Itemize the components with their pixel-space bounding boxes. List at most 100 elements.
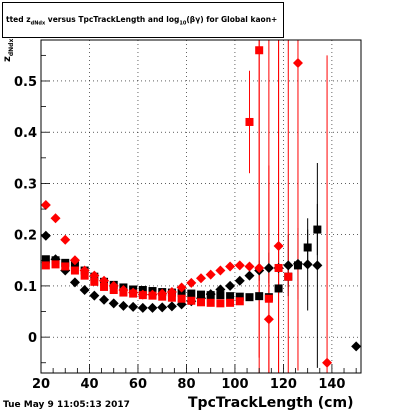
data-point-diamond bbox=[147, 289, 158, 300]
data-point-diamond bbox=[263, 314, 274, 325]
y-axis-label-subscript: dNdx bbox=[8, 38, 15, 57]
x-tick-label: 60 bbox=[129, 377, 147, 392]
data-point-square bbox=[245, 117, 254, 126]
data-point-diamond bbox=[283, 260, 294, 271]
data-point-square bbox=[274, 284, 283, 293]
data-point-diamond bbox=[128, 301, 139, 312]
data-point-square bbox=[255, 292, 264, 301]
data-point-diamond bbox=[69, 255, 80, 266]
data-point-diamond bbox=[40, 199, 51, 210]
data-point-square bbox=[245, 293, 254, 302]
title-part: (βγ) for Global kaon+ bbox=[186, 15, 278, 24]
data-point-diamond bbox=[99, 275, 110, 286]
data-point-square bbox=[187, 289, 196, 298]
timestamp-footer: Tue May 9 11:05:13 2017 bbox=[3, 400, 130, 410]
data-point-diamond bbox=[166, 287, 177, 298]
data-point-diamond bbox=[273, 240, 284, 251]
data-point-diamond bbox=[234, 275, 245, 286]
data-point-diamond bbox=[263, 262, 274, 273]
data-point-square bbox=[235, 292, 244, 301]
data-point-square bbox=[197, 298, 205, 307]
data-point-square bbox=[100, 282, 109, 291]
data-point-diamond bbox=[108, 298, 119, 309]
data-point-diamond bbox=[205, 269, 216, 280]
title-subscript: dNdx bbox=[30, 20, 46, 27]
data-point-square bbox=[80, 271, 89, 280]
data-point-diamond bbox=[60, 234, 71, 245]
plot-frame bbox=[40, 39, 362, 374]
data-point-diamond bbox=[254, 262, 265, 273]
data-point-square bbox=[284, 272, 293, 281]
data-point-diamond bbox=[128, 287, 139, 298]
data-point-diamond bbox=[118, 285, 129, 296]
y-tick-label: 0.1 bbox=[14, 280, 37, 295]
data-point-diamond bbox=[176, 282, 187, 293]
data-point-square bbox=[216, 291, 225, 300]
data-point-square bbox=[313, 225, 322, 234]
y-tick-label: 0.4 bbox=[14, 126, 37, 141]
y-tick-label: 0.2 bbox=[14, 229, 37, 244]
data-point-diamond bbox=[99, 294, 110, 305]
data-markers bbox=[40, 46, 362, 368]
data-point-square bbox=[61, 262, 70, 271]
data-point-square bbox=[216, 299, 225, 308]
data-point-diamond bbox=[205, 289, 216, 300]
data-point-diamond bbox=[215, 284, 226, 295]
data-point-square bbox=[167, 293, 176, 302]
error-bars bbox=[248, 40, 328, 373]
data-point-square bbox=[235, 297, 244, 306]
data-point-square bbox=[255, 46, 264, 55]
title-part: tted z bbox=[6, 15, 31, 24]
data-point-diamond bbox=[89, 270, 100, 281]
data-point-diamond bbox=[234, 260, 245, 271]
data-point-diamond bbox=[196, 273, 206, 284]
data-point-diamond bbox=[292, 258, 303, 269]
chart-title: tted zdNdx versus TpcTrackLength and log… bbox=[2, 2, 284, 38]
data-point-square bbox=[70, 261, 79, 270]
data-point-square bbox=[177, 294, 186, 303]
data-point-diamond bbox=[137, 302, 148, 313]
y-axis-label: zdNdx bbox=[2, 39, 15, 62]
x-axis-label: TpcTrackLength (cm) bbox=[188, 395, 354, 411]
data-point-square bbox=[41, 255, 50, 264]
data-point-diamond bbox=[137, 289, 148, 300]
y-tick-label: 0.5 bbox=[14, 75, 37, 90]
data-point-diamond bbox=[69, 277, 80, 288]
data-point-diamond bbox=[79, 265, 90, 276]
data-point-diamond bbox=[89, 290, 100, 301]
data-point-diamond bbox=[157, 302, 168, 313]
data-point-diamond bbox=[244, 261, 255, 272]
data-point-square bbox=[187, 296, 196, 305]
data-point-diamond bbox=[186, 277, 197, 288]
data-point-square bbox=[51, 260, 60, 269]
data-point-diamond bbox=[79, 285, 90, 296]
data-point-diamond bbox=[118, 300, 129, 311]
grid-lines bbox=[40, 40, 361, 373]
data-point-diamond bbox=[147, 302, 158, 313]
data-point-diamond bbox=[302, 259, 313, 270]
data-point-square bbox=[177, 289, 186, 298]
data-point-diamond bbox=[292, 58, 303, 69]
data-point-square bbox=[226, 292, 235, 301]
x-tick-label: 20 bbox=[32, 377, 50, 392]
y-axis-label-main: z bbox=[2, 56, 13, 62]
data-point-diamond bbox=[108, 280, 119, 291]
data-point-diamond bbox=[166, 301, 177, 312]
data-point-diamond bbox=[312, 260, 323, 271]
x-tick-label: 140 bbox=[318, 377, 345, 392]
data-point-diamond bbox=[40, 230, 51, 241]
data-point-square bbox=[90, 277, 99, 286]
data-point-diamond bbox=[215, 265, 226, 276]
data-point-square bbox=[226, 298, 235, 307]
x-tick-label: 120 bbox=[270, 377, 297, 392]
x-tick-label: 80 bbox=[177, 377, 195, 392]
data-point-square bbox=[41, 261, 50, 270]
x-tick-label: 40 bbox=[80, 377, 98, 392]
data-point-diamond bbox=[244, 270, 255, 281]
data-point-square bbox=[206, 298, 215, 307]
y-tick-label: 0 bbox=[28, 331, 37, 346]
data-point-diamond bbox=[322, 357, 333, 368]
data-point-square bbox=[264, 294, 273, 303]
y-tick-label: 0.3 bbox=[14, 177, 37, 192]
